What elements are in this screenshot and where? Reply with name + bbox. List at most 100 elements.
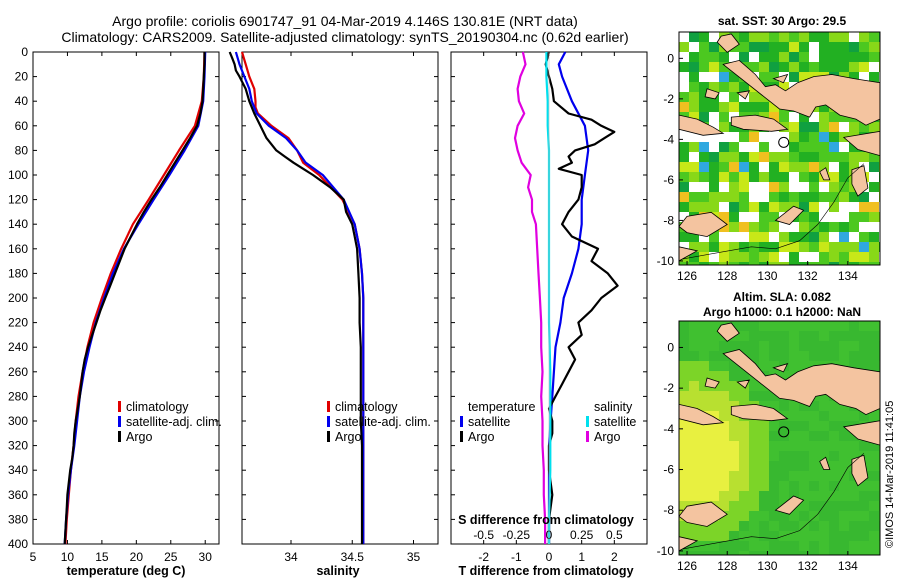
map-cell: [709, 62, 719, 72]
depth-tick-label: 0: [21, 45, 28, 59]
map-cell: [729, 172, 739, 182]
map-cell: [769, 172, 779, 182]
map-cell: [709, 431, 719, 441]
map-cell: [739, 172, 749, 182]
map-cell: [779, 162, 789, 172]
map-cell: [799, 132, 809, 142]
map-cell: [829, 182, 839, 192]
map-cell: [769, 32, 779, 42]
map-cell: [729, 501, 739, 511]
map-cell: [859, 122, 869, 132]
map-cell: [749, 381, 759, 391]
map-cell: [709, 541, 719, 551]
map-cell: [829, 541, 839, 551]
map-x-tick-label: 128: [717, 559, 737, 573]
map-cell: [749, 52, 759, 62]
title-line-2: Climatology: CARS2009. Satellite-adjuste…: [61, 29, 628, 45]
map-cell: [769, 351, 779, 361]
map-cell: [869, 521, 879, 531]
map-cell: [819, 521, 829, 531]
map-cell: [819, 182, 829, 192]
map-cell: [769, 162, 779, 172]
map-cell: [799, 142, 809, 152]
map-cell: [679, 481, 689, 491]
map-cell: [699, 102, 709, 112]
x-tick-label: 35: [407, 550, 421, 564]
map-cell: [789, 252, 799, 262]
map-cell: [689, 321, 699, 331]
map-cell: [729, 361, 739, 371]
map-cell: [789, 192, 799, 202]
map-cell: [839, 42, 849, 52]
map-cell: [769, 242, 779, 252]
map-cell: [719, 72, 729, 82]
map-cell: [789, 401, 799, 411]
map-cell: [689, 242, 699, 252]
map-cell: [829, 42, 839, 52]
map-cell: [849, 331, 859, 341]
map-cell: [829, 52, 839, 62]
map-cell: [849, 52, 859, 62]
map-cell: [859, 481, 869, 491]
map-cell: [779, 42, 789, 52]
map-cell: [759, 351, 769, 361]
map-cell: [679, 531, 689, 541]
land-area: [772, 363, 789, 373]
map-cell: [749, 391, 759, 401]
map-cell: [679, 501, 689, 511]
map-cell: [769, 202, 779, 212]
series-argo: [228, 51, 364, 544]
map-cell: [789, 451, 799, 461]
map-cell: [819, 321, 829, 331]
map-cell: [799, 321, 809, 331]
map-cell: [839, 202, 849, 212]
map-cell: [719, 262, 729, 265]
map-cell: [679, 182, 689, 192]
map-cell: [699, 431, 709, 441]
map-cell: [699, 142, 709, 152]
map-cell: [829, 531, 839, 541]
map-cell: [799, 481, 809, 491]
map-cell: [719, 202, 729, 212]
map-cell: [839, 242, 849, 252]
map-cell: [779, 491, 789, 501]
map-cell: [839, 52, 849, 62]
map-cell: [819, 32, 829, 42]
map-cell: [739, 421, 749, 431]
map-cell: [769, 262, 779, 265]
map-cell: [749, 252, 759, 262]
map-cell: [759, 541, 769, 551]
map-cell: [699, 252, 709, 262]
map-cell: [769, 252, 779, 262]
map-cell: [789, 42, 799, 52]
map-cell: [809, 531, 819, 541]
map-cell: [709, 411, 719, 421]
land-area: [704, 88, 720, 100]
depth-tick-label: 300: [8, 414, 28, 428]
map-cell: [719, 192, 729, 202]
map-cell: [789, 32, 799, 42]
map-cell: [709, 162, 719, 172]
map-cell: [699, 461, 709, 471]
map-cell: [739, 491, 749, 501]
map-cell: [739, 52, 749, 62]
land-area: [704, 377, 720, 389]
map-cell: [799, 501, 809, 511]
legend-swatch-sal-argo: [586, 431, 589, 442]
map-cell: [699, 172, 709, 182]
map-cell: [829, 192, 839, 202]
map-cell: [859, 232, 869, 242]
map-cell: [759, 62, 769, 72]
map-cell: [739, 541, 749, 551]
map-cell: [779, 202, 789, 212]
map-cell: [809, 451, 819, 461]
map-cell: [739, 331, 749, 341]
map-cell: [699, 262, 709, 265]
map-cell: [709, 471, 719, 481]
legend-climatology: climatology: [335, 400, 398, 414]
map-cell: [759, 202, 769, 212]
map-cell: [779, 232, 789, 242]
map-cell: [729, 72, 739, 82]
map-cell: [809, 461, 819, 471]
map-cell: [779, 481, 789, 491]
